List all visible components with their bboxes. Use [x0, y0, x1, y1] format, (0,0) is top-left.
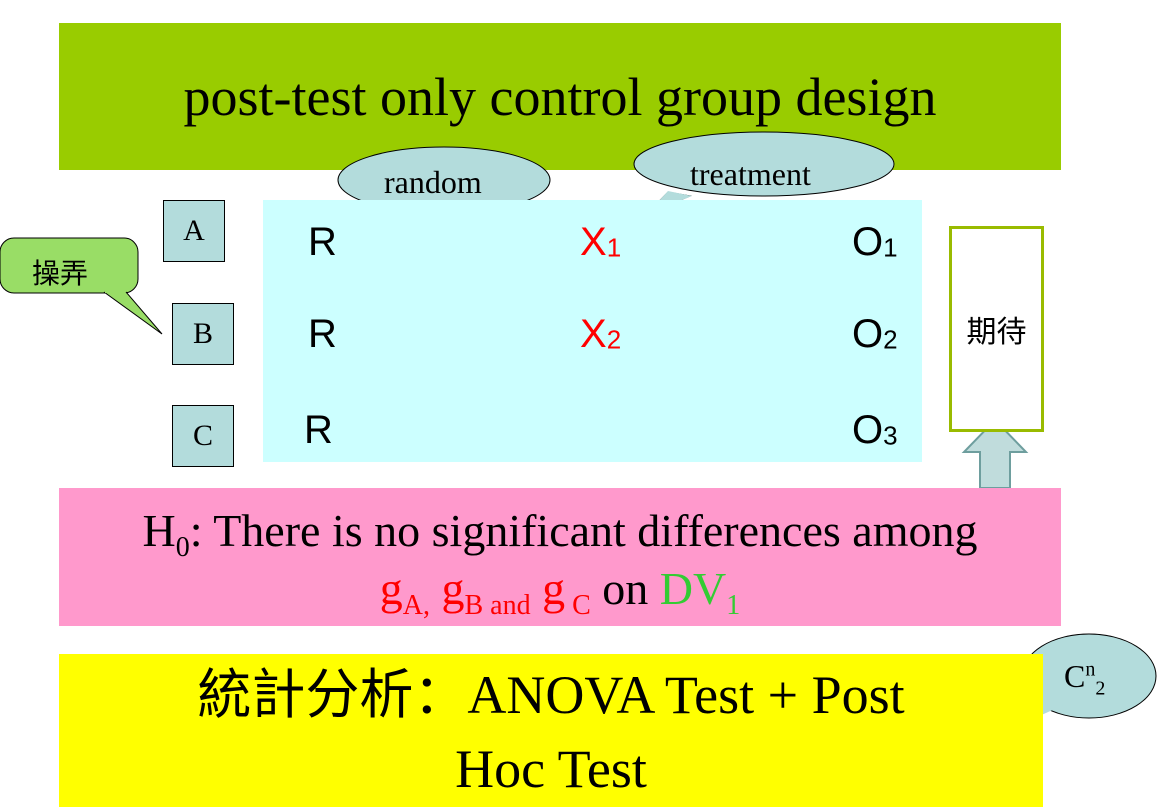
expectation-box: 期待: [949, 226, 1044, 432]
group-a-label: A: [183, 214, 205, 247]
statistics-line-1: 統計分析：ANOVA Test + Post: [197, 663, 905, 726]
design-table: [263, 200, 922, 462]
row-3-observation: O3: [852, 408, 898, 452]
hypothesis-line-1: H0: There is no significant differences …: [142, 505, 978, 564]
treatment-callout-label: treatment: [690, 156, 811, 192]
group-c-label: C: [192, 419, 213, 452]
hypothesis-box: H0: There is no significant differences …: [59, 488, 1061, 626]
manipulate-callout-label: 操弄: [32, 257, 89, 290]
random-callout-label: random: [384, 164, 482, 200]
row-3-random: R: [304, 408, 333, 452]
row-2-treatment: X2: [580, 312, 622, 356]
title-banner: post-test only control group design: [59, 23, 1061, 170]
group-c-box: C: [172, 405, 234, 467]
combination-label: Cn2: [1064, 658, 1105, 700]
group-b-box: B: [172, 303, 234, 365]
row-1-treatment: X1: [580, 220, 622, 264]
manipulate-callout: [0, 237, 163, 335]
combination-base: C: [1064, 658, 1086, 694]
expectation-label: 期待: [966, 315, 1027, 350]
group-b-label: B: [192, 317, 213, 350]
hypothesis-line-2: gA, gB and g C on DV1: [379, 563, 741, 622]
row-1-observation: O1: [852, 220, 898, 264]
group-a-box: A: [163, 200, 225, 262]
statistics-line-2: Hoc Test: [455, 739, 647, 799]
statistics-label: 統計分析: [197, 663, 414, 726]
title: post-test only control group design: [183, 66, 937, 127]
combination-k: 2: [1095, 677, 1106, 700]
statistics-box: 統計分析：ANOVA Test + Post Hoc Test: [59, 654, 1043, 807]
row-1-random: R: [308, 220, 337, 264]
combination-n: n: [1085, 658, 1096, 681]
row-2-observation: O2: [852, 312, 898, 356]
row-2-random: R: [308, 312, 337, 356]
